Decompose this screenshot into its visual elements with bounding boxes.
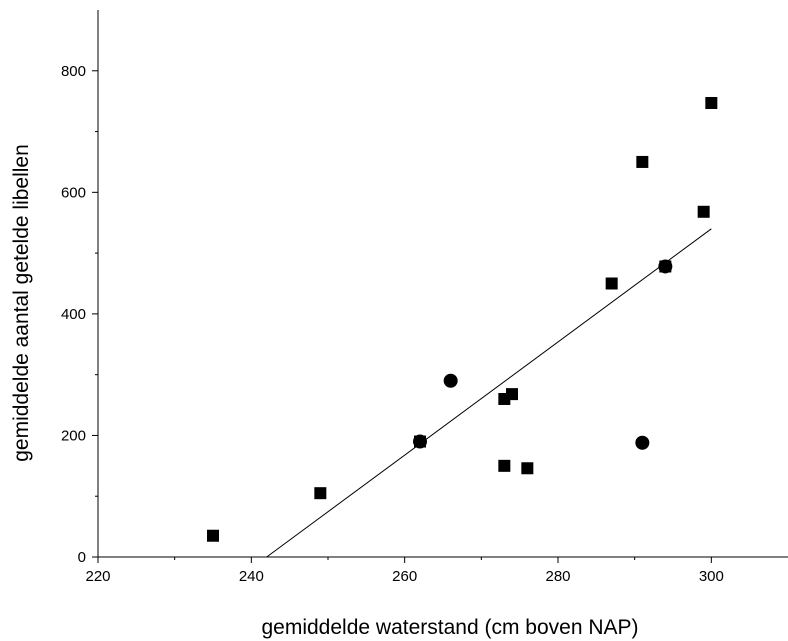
axes: 220 240 260 280 300 0 200 400 600 800 <box>61 10 788 585</box>
y-tick-label: 200 <box>61 427 86 444</box>
x-tick-label: 240 <box>239 568 264 585</box>
square-marker <box>314 487 327 500</box>
y-tick-label: 400 <box>61 306 86 323</box>
x-axis-title: gemiddelde waterstand (cm boven NAP) <box>261 616 638 639</box>
x-tick-label: 300 <box>699 568 724 585</box>
circle-marker <box>635 435 650 450</box>
circle-marker <box>658 259 673 274</box>
circle-marker <box>443 373 458 388</box>
x-tick-label: 260 <box>392 568 417 585</box>
trend-line <box>266 228 712 558</box>
y-tick-label: 800 <box>61 63 86 80</box>
square-marker <box>506 388 518 401</box>
x-tick-label: 220 <box>85 568 110 585</box>
data-points <box>207 96 718 542</box>
square-marker <box>697 205 710 218</box>
x-tick-label: 280 <box>545 568 570 585</box>
fit-line-group <box>266 228 712 558</box>
y-tick-label: 600 <box>61 184 86 201</box>
square-marker <box>636 155 649 168</box>
y-axis-title: gemiddelde aantal getelde libellen <box>10 144 33 462</box>
square-marker <box>705 96 718 109</box>
square-marker <box>207 529 219 542</box>
square-marker <box>521 462 534 475</box>
y-tick-label: 0 <box>78 549 86 566</box>
square-marker <box>498 459 511 472</box>
circle-marker <box>413 434 427 449</box>
square-marker <box>605 277 618 290</box>
